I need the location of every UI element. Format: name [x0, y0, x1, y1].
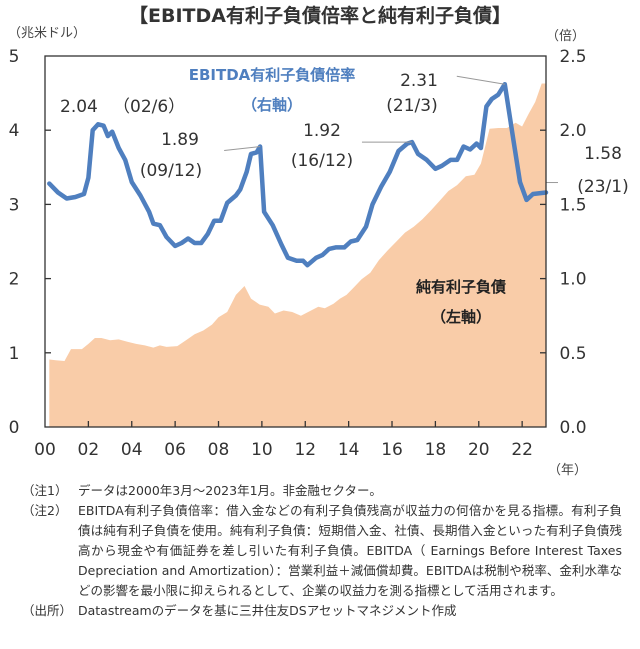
left-tick-label: 5 — [9, 47, 20, 67]
source-body: Datastreamのデータを基に三井住友DSアセットマネジメント作成 — [78, 603, 457, 618]
source-note: （出所） Datastreamのデータを基に三井住友DSアセットマネジメント作成 — [22, 601, 622, 621]
annotation-2021-value: 2.31 — [400, 71, 438, 91]
annotation-2023-date: (23/1) — [577, 177, 628, 197]
note-1: （注1） データは2000年3月～2023年1月。非金融セクター。 — [22, 481, 622, 501]
note-1-head: （注1） — [22, 483, 68, 498]
right-tick-label: 2.5 — [559, 47, 586, 67]
net-debt-area-layer — [49, 83, 547, 427]
annotation-2009-date: (09/12) — [140, 161, 202, 181]
right-tick-label: 2.0 — [559, 121, 586, 141]
left-tick-label: 0 — [9, 418, 20, 438]
left-axis: 0 1 2 3 4 5 — [9, 47, 51, 438]
x-tick-label: 20 — [468, 440, 490, 460]
left-tick-label: 4 — [9, 121, 20, 141]
annotation-2023-value: 1.58 — [584, 144, 622, 164]
x-axis: 00 02 04 06 08 10 12 14 16 18 20 22 — [34, 421, 533, 460]
note-2: （注2） EBITDA有利子負債倍率：借入金などの有利子負債残高が収益力の何倍か… — [22, 501, 622, 601]
x-tick-label: 06 — [164, 440, 186, 460]
right-axis-unit: （倍） — [546, 29, 585, 44]
debt-series-axis-label: （左軸） — [431, 308, 491, 326]
right-tick-label: 1.0 — [559, 270, 586, 290]
source-head: （出所） — [22, 603, 73, 618]
footnotes: （注1） データは2000年3月～2023年1月。非金融セクター。 （注2） E… — [22, 481, 622, 621]
x-tick-label: 22 — [511, 440, 533, 460]
annotation-leader-peak-2021 — [456, 75, 505, 85]
annotation-leaders — [224, 75, 558, 184]
ratio-line — [47, 81, 549, 268]
annotation-leader-peak-2009 — [224, 146, 261, 152]
ratio-series-label: EBITDA有利子負債倍率 — [189, 66, 356, 84]
note-2-head: （注2） — [22, 503, 68, 518]
x-tick-label: 00 — [34, 440, 56, 460]
x-tick-label: 08 — [208, 440, 230, 460]
right-tick-label: 0.5 — [559, 344, 586, 364]
right-axis: 0.0 0.5 1.0 1.5 2.0 2.5 — [540, 47, 587, 438]
x-tick-label: 16 — [381, 440, 403, 460]
note-1-body: データは2000年3月～2023年1月。非金融セクター。 — [78, 483, 382, 498]
left-axis-unit: （兆米ドル） — [8, 26, 86, 41]
right-tick-label: 1.5 — [559, 195, 586, 215]
x-tick-label: 18 — [425, 440, 447, 460]
chart: 【EBITDA有利子負債倍率と純有利子負債】 （兆米ドル） （倍） 012345… — [8, 4, 629, 478]
x-axis-unit: （年） — [548, 463, 587, 478]
annotation-2009-value: 1.89 — [161, 130, 199, 150]
note-2-body: EBITDA有利子負債倍率：借入金などの有利子負債残高が収益力の何倍かを見る指標… — [78, 503, 622, 598]
left-tick-label: 1 — [9, 344, 20, 364]
annotation-2016-date: (16/12) — [291, 151, 353, 171]
plot-frame — [44, 55, 547, 428]
annotation-2002-value: 2.04 — [60, 97, 98, 117]
right-tick-label: 0.0 — [559, 418, 586, 438]
x-tick-label: 10 — [251, 440, 273, 460]
x-tick-label: 12 — [294, 440, 316, 460]
x-tick-label: 14 — [338, 440, 360, 460]
left-tick-label: 3 — [9, 195, 20, 215]
net-debt-area — [49, 83, 547, 427]
ratio-series-axis-label: （右軸） — [242, 96, 302, 114]
left-tick-label: 2 — [9, 270, 20, 290]
annotation-2016-value: 1.92 — [303, 121, 341, 141]
x-tick-label: 04 — [121, 440, 143, 460]
x-tick-label: 02 — [78, 440, 100, 460]
annotation-2002-date: （02/6） — [113, 97, 185, 117]
debt-series-label: 純有利子負債 — [416, 278, 506, 296]
annotation-2021-date: (21/3) — [386, 96, 437, 116]
chart-title: 【EBITDA有利子負債倍率と純有利子負債】 — [129, 4, 511, 27]
